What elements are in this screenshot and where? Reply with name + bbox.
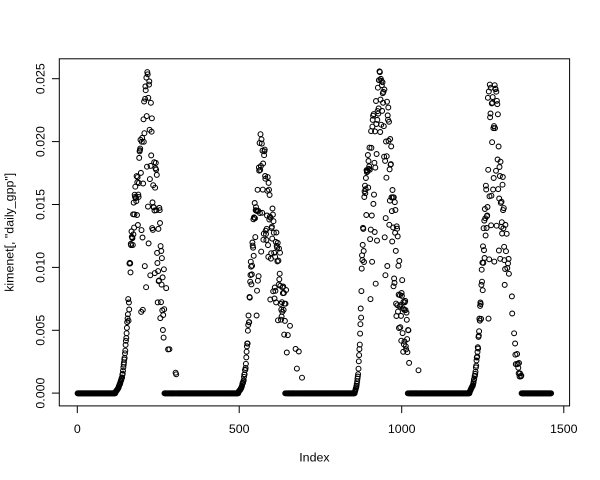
- svg-text:0.025: 0.025: [34, 63, 48, 94]
- svg-text:0.000: 0.000: [34, 377, 48, 408]
- svg-text:1000: 1000: [388, 422, 416, 436]
- svg-text:0: 0: [74, 422, 81, 436]
- svg-text:kimenet[, "daily_gpp"]: kimenet[, "daily_gpp"]: [2, 173, 16, 292]
- svg-text:0.020: 0.020: [34, 126, 48, 157]
- svg-text:500: 500: [229, 422, 250, 436]
- svg-text:0.010: 0.010: [34, 252, 48, 283]
- svg-text:0.015: 0.015: [34, 189, 48, 220]
- svg-text:0.005: 0.005: [34, 315, 48, 346]
- svg-text:1500: 1500: [550, 422, 578, 436]
- svg-text:Index: Index: [299, 451, 330, 465]
